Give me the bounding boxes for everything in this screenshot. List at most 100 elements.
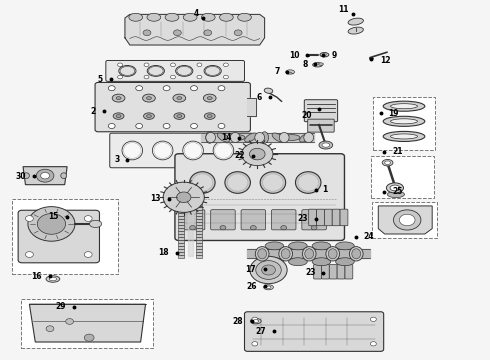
Ellipse shape (255, 247, 269, 261)
Ellipse shape (215, 143, 232, 158)
Ellipse shape (147, 13, 161, 21)
Ellipse shape (184, 143, 202, 158)
Ellipse shape (144, 113, 154, 120)
Bar (196, 252, 202, 255)
Ellipse shape (348, 27, 364, 34)
Ellipse shape (201, 13, 215, 21)
Ellipse shape (255, 132, 265, 143)
Circle shape (176, 192, 191, 203)
Text: 28: 28 (232, 317, 243, 325)
Ellipse shape (263, 174, 283, 191)
Circle shape (118, 63, 122, 67)
Ellipse shape (319, 141, 333, 149)
Text: 30: 30 (16, 172, 26, 181)
FancyBboxPatch shape (106, 60, 245, 81)
Ellipse shape (147, 114, 151, 117)
Bar (196, 225, 202, 228)
Circle shape (204, 30, 212, 36)
Ellipse shape (382, 159, 393, 166)
FancyBboxPatch shape (345, 265, 353, 279)
Circle shape (252, 317, 258, 321)
Text: 25: 25 (392, 187, 402, 196)
Circle shape (250, 225, 256, 230)
FancyBboxPatch shape (271, 210, 296, 230)
Ellipse shape (388, 191, 405, 198)
Bar (178, 231, 184, 234)
Circle shape (171, 75, 175, 79)
Ellipse shape (336, 258, 354, 266)
FancyBboxPatch shape (308, 119, 334, 132)
Ellipse shape (116, 114, 121, 117)
Ellipse shape (203, 94, 216, 102)
Ellipse shape (112, 94, 125, 102)
Bar (196, 216, 202, 219)
Ellipse shape (225, 172, 250, 193)
Text: 21: 21 (392, 148, 402, 156)
Bar (196, 228, 202, 231)
Ellipse shape (253, 320, 259, 323)
Ellipse shape (46, 276, 60, 282)
Text: 17: 17 (245, 265, 256, 274)
Text: 19: 19 (388, 109, 398, 118)
Bar (178, 225, 184, 228)
Circle shape (249, 148, 265, 160)
Text: 6: 6 (257, 93, 262, 102)
Bar (196, 207, 202, 210)
Ellipse shape (322, 54, 326, 55)
Circle shape (118, 75, 122, 79)
Ellipse shape (304, 132, 314, 143)
Bar (178, 213, 184, 216)
Ellipse shape (284, 135, 300, 140)
Text: 20: 20 (301, 111, 312, 120)
Circle shape (220, 225, 226, 230)
Bar (178, 234, 184, 237)
Circle shape (311, 225, 317, 230)
Ellipse shape (206, 132, 216, 143)
Circle shape (144, 63, 149, 67)
Circle shape (136, 123, 143, 129)
Circle shape (84, 216, 92, 221)
Ellipse shape (260, 172, 286, 193)
Ellipse shape (258, 249, 267, 259)
Ellipse shape (147, 96, 151, 99)
Text: 13: 13 (150, 194, 161, 203)
Ellipse shape (230, 132, 240, 143)
Ellipse shape (305, 249, 314, 259)
Bar (196, 204, 202, 207)
Bar (178, 219, 184, 222)
Ellipse shape (286, 70, 294, 74)
Ellipse shape (205, 66, 220, 75)
Circle shape (46, 326, 54, 332)
Ellipse shape (352, 249, 361, 259)
Ellipse shape (320, 53, 329, 57)
Ellipse shape (279, 247, 293, 261)
Text: 4: 4 (194, 9, 199, 18)
Circle shape (256, 261, 281, 279)
Text: 18: 18 (158, 248, 169, 257)
Text: 23: 23 (297, 214, 308, 223)
Ellipse shape (279, 132, 289, 143)
Circle shape (191, 123, 197, 129)
Text: 7: 7 (275, 68, 280, 77)
Text: 15: 15 (49, 212, 59, 221)
Ellipse shape (154, 143, 172, 158)
Ellipse shape (328, 249, 337, 259)
Ellipse shape (220, 13, 233, 21)
Circle shape (84, 334, 94, 341)
Ellipse shape (152, 141, 173, 160)
Ellipse shape (250, 318, 261, 324)
Circle shape (25, 216, 33, 221)
Ellipse shape (147, 66, 164, 76)
Ellipse shape (336, 242, 354, 250)
Bar (178, 204, 184, 207)
Text: 24: 24 (364, 233, 374, 241)
Ellipse shape (391, 134, 417, 139)
Text: 3: 3 (114, 155, 120, 164)
Circle shape (190, 225, 196, 230)
Circle shape (66, 319, 74, 324)
Ellipse shape (312, 258, 331, 266)
Bar (196, 213, 202, 216)
Circle shape (370, 342, 376, 346)
FancyBboxPatch shape (317, 209, 324, 226)
Circle shape (250, 256, 287, 284)
